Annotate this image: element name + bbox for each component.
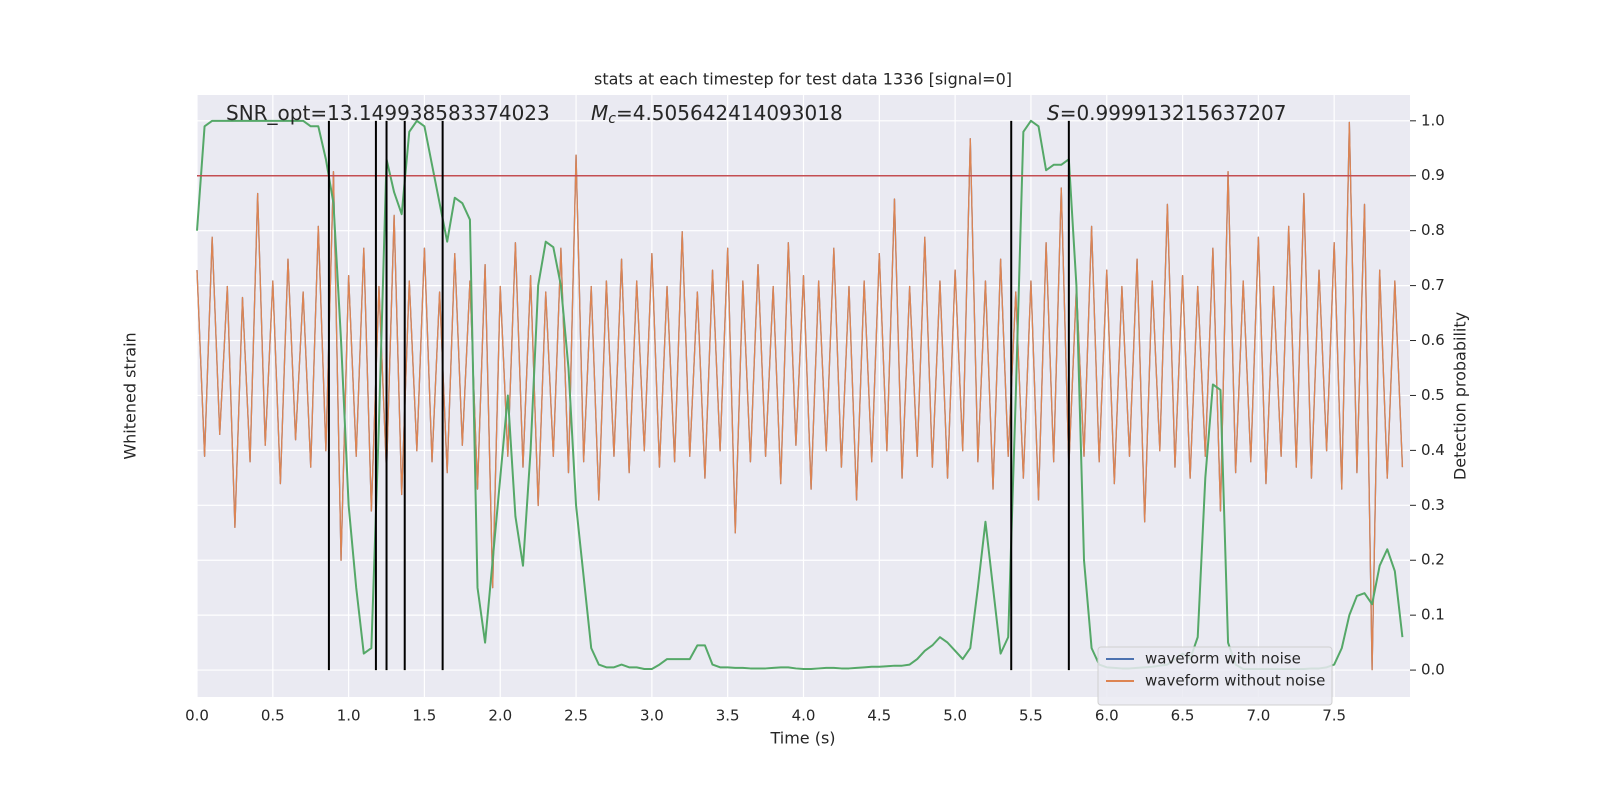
x-tick-label: 2.5 <box>564 707 588 725</box>
x-tick-label: 7.5 <box>1322 707 1346 725</box>
y2-tick-label: 0.2 <box>1421 551 1445 569</box>
y2-tick-label: 0.7 <box>1421 276 1445 294</box>
x-tick-label: 6.5 <box>1171 707 1195 725</box>
legend-label: waveform with noise <box>1145 650 1301 668</box>
annotation-subscript: c <box>608 111 616 127</box>
legend-label: waveform without noise <box>1145 672 1325 690</box>
x-axis-label: Time (s) <box>769 729 835 748</box>
chart-title: stats at each timestep for test data 133… <box>594 70 1012 89</box>
y2-tick-label: 0.4 <box>1421 441 1445 459</box>
x-tick-label: 1.0 <box>337 707 361 725</box>
y2-tick-label: 1.0 <box>1421 111 1445 129</box>
y2-tick-label: 0.1 <box>1421 606 1445 624</box>
x-tick-label: 7.0 <box>1246 707 1270 725</box>
x-tick-label: 5.0 <box>943 707 967 725</box>
x-tick-label: 4.0 <box>792 707 816 725</box>
x-tick-label: 5.5 <box>1019 707 1043 725</box>
annotation-symbol: S <box>1047 101 1060 125</box>
x-tick-label: 0.0 <box>185 707 209 725</box>
series-line <box>196 121 1404 671</box>
plot <box>196 95 1410 697</box>
x-tick-label: 1.5 <box>413 707 437 725</box>
x-tick-label: 2.0 <box>488 707 512 725</box>
x-tick-label: 4.5 <box>867 707 891 725</box>
y-axis-label: Whitened strain <box>121 332 140 459</box>
x-tick-label: 3.0 <box>640 707 664 725</box>
x-tick-label: 3.5 <box>716 707 740 725</box>
y2-axis-label: Detection probability <box>1451 312 1470 480</box>
annotation-text: =4.505642414093018 <box>616 101 843 125</box>
x-tick-label: 0.5 <box>261 707 285 725</box>
y2-tick-label: 0.3 <box>1421 496 1445 514</box>
y2-tick-label: 0.6 <box>1421 331 1445 349</box>
y2-tick-label: 0.8 <box>1421 221 1445 239</box>
annotation-text: SNR_opt=13.149938583374023 <box>226 101 550 125</box>
annotation: S=0.999913215637207 <box>1047 101 1286 125</box>
y2-tick-label: 0.9 <box>1421 166 1445 184</box>
annotation-text: =0.999913215637207 <box>1060 101 1287 125</box>
annotation: SNR_opt=13.149938583374023 <box>226 101 550 125</box>
legend-box <box>1097 646 1333 706</box>
y2-tick-label: 0.0 <box>1421 661 1445 679</box>
annotation: Mc=4.505642414093018 <box>591 101 843 128</box>
series-line <box>196 119 1404 670</box>
annotation-symbol: M <box>591 101 608 125</box>
y2-tick-label: 0.5 <box>1421 386 1445 404</box>
x-tick-label: 6.0 <box>1095 707 1119 725</box>
